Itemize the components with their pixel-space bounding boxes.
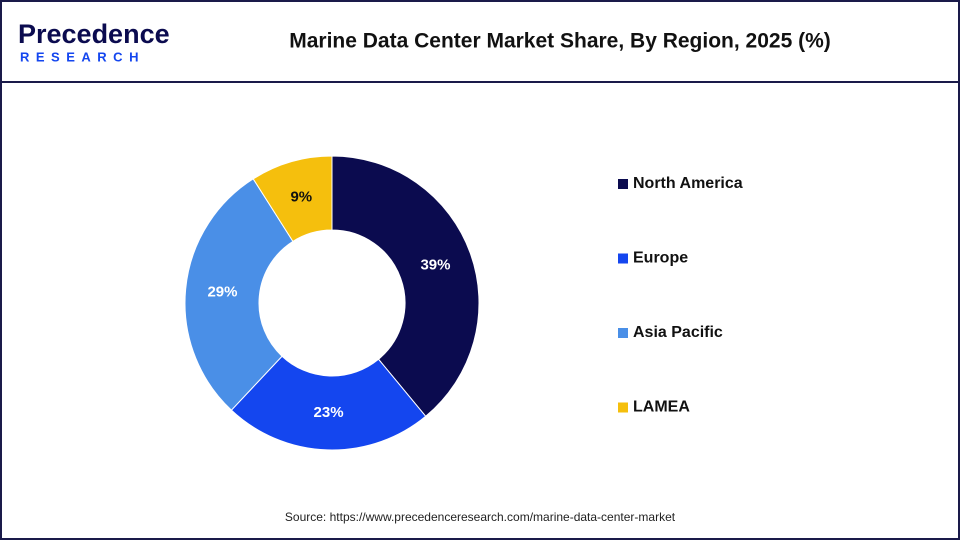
legend-label: Europe (633, 250, 688, 267)
logo-sub: RESEARCH (20, 49, 145, 64)
legend-label: Asia Pacific (633, 324, 723, 341)
chart-title: Marine Data Center Market Share, By Regi… (289, 30, 831, 53)
legend-swatch (618, 253, 628, 264)
logo-name: Precedence (18, 19, 170, 49)
legend-label: LAMEA (633, 399, 690, 416)
source-note: Source: https://www.precedenceresearch.c… (285, 510, 676, 524)
donut-slice (252, 155, 333, 243)
donut-slice (331, 155, 480, 417)
legend-swatch (618, 328, 628, 338)
value-label: 39% (420, 257, 450, 274)
value-label: 29% (207, 284, 237, 301)
donut-slice (230, 355, 427, 451)
legend-swatch (618, 179, 628, 189)
value-label: 9% (290, 188, 312, 205)
value-label: 23% (314, 404, 344, 421)
legend-label: North America (633, 175, 743, 192)
legend-swatch (618, 402, 628, 413)
donut-slice (184, 178, 294, 411)
